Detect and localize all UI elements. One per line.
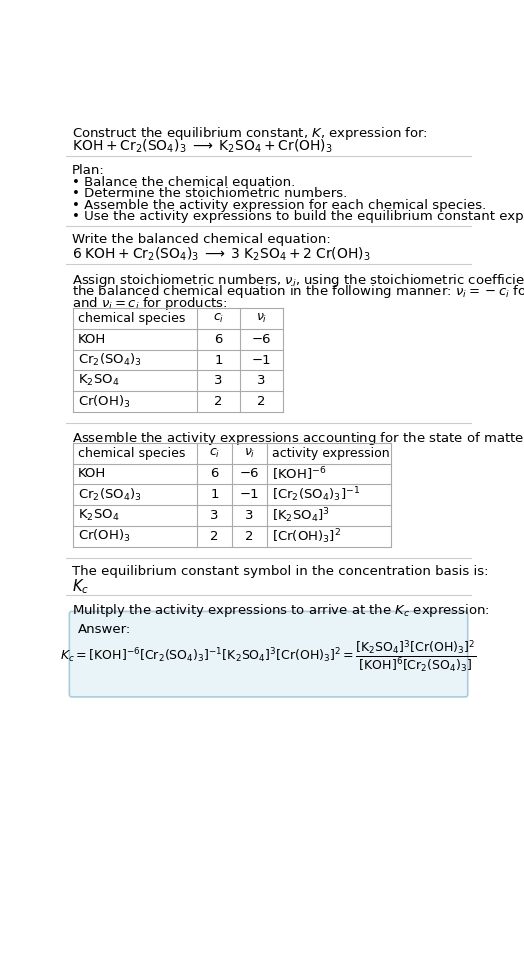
Text: $c_i$: $c_i$ [213, 312, 224, 325]
Text: • Use the activity expressions to build the equilibrium constant expression.: • Use the activity expressions to build … [72, 210, 524, 223]
Text: chemical species: chemical species [78, 447, 185, 459]
Text: $c_i$: $c_i$ [209, 447, 220, 459]
Text: Cr$_2$(SO$_4$)$_3$: Cr$_2$(SO$_4$)$_3$ [78, 352, 142, 368]
Text: The equilibrium constant symbol in the concentration basis is:: The equilibrium constant symbol in the c… [72, 565, 488, 578]
Text: Construct the equilibrium constant, $K$, expression for:: Construct the equilibrium constant, $K$,… [72, 125, 428, 142]
Text: −6: −6 [240, 467, 259, 481]
Text: KOH: KOH [78, 467, 106, 481]
Text: −1: −1 [252, 353, 271, 367]
Text: • Determine the stoichiometric numbers.: • Determine the stoichiometric numbers. [72, 187, 347, 200]
Text: 2: 2 [211, 530, 219, 543]
Text: $K_c$: $K_c$ [72, 578, 89, 596]
Text: −6: −6 [252, 333, 271, 346]
Text: K$_2$SO$_4$: K$_2$SO$_4$ [78, 508, 119, 523]
Text: $\mathrm{KOH + Cr_2(SO_4)_3 \;\longrightarrow\; K_2SO_4 + Cr(OH)_3}$: $\mathrm{KOH + Cr_2(SO_4)_3 \;\longright… [72, 138, 333, 155]
Text: $\nu_i$: $\nu_i$ [256, 312, 267, 325]
Text: 1: 1 [214, 353, 223, 367]
Text: 6: 6 [211, 467, 219, 481]
Text: 2: 2 [257, 395, 266, 408]
Text: 2: 2 [214, 395, 223, 408]
Text: 3: 3 [245, 509, 254, 522]
Text: Cr(OH)$_3$: Cr(OH)$_3$ [78, 394, 130, 409]
Text: −1: −1 [240, 488, 259, 502]
Text: • Balance the chemical equation.: • Balance the chemical equation. [72, 175, 295, 189]
Text: $\mathrm{6\;KOH + Cr_2(SO_4)_3 \;\longrightarrow\; 3\;K_2SO_4 + 2\;Cr(OH)_3}$: $\mathrm{6\;KOH + Cr_2(SO_4)_3 \;\longri… [72, 246, 370, 263]
Text: 3: 3 [214, 375, 223, 387]
Text: 6: 6 [214, 333, 223, 346]
Text: 3: 3 [211, 509, 219, 522]
Text: 1: 1 [211, 488, 219, 502]
Text: Plan:: Plan: [72, 164, 104, 177]
Text: Assign stoichiometric numbers, $\nu_i$, using the stoichiometric coefficients, $: Assign stoichiometric numbers, $\nu_i$, … [72, 272, 524, 289]
Text: Answer:: Answer: [78, 623, 131, 636]
Text: chemical species: chemical species [78, 312, 185, 325]
Text: [Cr(OH)$_3$]$^2$: [Cr(OH)$_3$]$^2$ [271, 527, 341, 546]
Text: Mulitply the activity expressions to arrive at the $K_c$ expression:: Mulitply the activity expressions to arr… [72, 602, 489, 619]
Text: the balanced chemical equation in the following manner: $\nu_i = -c_i$ for react: the balanced chemical equation in the fo… [72, 283, 524, 300]
Text: • Assemble the activity expression for each chemical species.: • Assemble the activity expression for e… [72, 198, 486, 212]
Text: 2: 2 [245, 530, 254, 543]
Text: KOH: KOH [78, 333, 106, 346]
Text: [K$_2$SO$_4$]$^3$: [K$_2$SO$_4$]$^3$ [271, 507, 330, 525]
Text: Cr(OH)$_3$: Cr(OH)$_3$ [78, 529, 130, 544]
FancyBboxPatch shape [69, 612, 468, 697]
Text: and $\nu_i = c_i$ for products:: and $\nu_i = c_i$ for products: [72, 295, 227, 312]
Text: Assemble the activity expressions accounting for the state of matter and $\nu_i$: Assemble the activity expressions accoun… [72, 430, 524, 448]
Text: $\nu_i$: $\nu_i$ [244, 447, 255, 459]
Text: Cr$_2$(SO$_4$)$_3$: Cr$_2$(SO$_4$)$_3$ [78, 486, 142, 503]
Text: $K_c = [\mathrm{KOH}]^{-6}[\mathrm{Cr_2(SO_4)_3}]^{-1}[\mathrm{K_2SO_4}]^{3}[\ma: $K_c = [\mathrm{KOH}]^{-6}[\mathrm{Cr_2(… [60, 638, 477, 674]
Text: 3: 3 [257, 375, 266, 387]
Text: [KOH]$^{-6}$: [KOH]$^{-6}$ [271, 465, 326, 482]
Text: K$_2$SO$_4$: K$_2$SO$_4$ [78, 374, 119, 388]
Text: activity expression: activity expression [271, 447, 389, 459]
Text: Write the balanced chemical equation:: Write the balanced chemical equation: [72, 233, 331, 247]
Text: [Cr$_2$(SO$_4$)$_3$]$^{-1}$: [Cr$_2$(SO$_4$)$_3$]$^{-1}$ [271, 485, 360, 505]
